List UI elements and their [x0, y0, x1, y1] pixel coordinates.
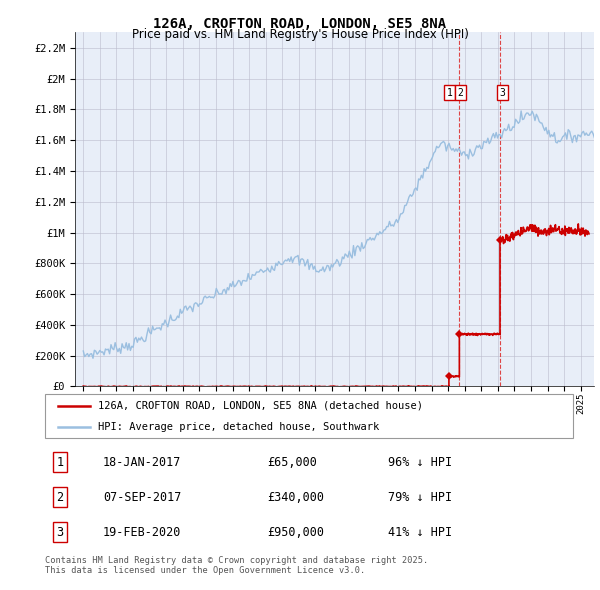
Text: 3: 3	[500, 88, 505, 97]
Text: 1: 1	[447, 88, 452, 97]
Text: 19-FEB-2020: 19-FEB-2020	[103, 526, 181, 539]
Text: 41% ↓ HPI: 41% ↓ HPI	[388, 526, 452, 539]
Text: £65,000: £65,000	[267, 455, 317, 468]
Text: 96% ↓ HPI: 96% ↓ HPI	[388, 455, 452, 468]
Text: 2: 2	[56, 490, 64, 504]
Text: 3: 3	[56, 526, 64, 539]
Text: £340,000: £340,000	[267, 490, 324, 504]
Text: Price paid vs. HM Land Registry's House Price Index (HPI): Price paid vs. HM Land Registry's House …	[131, 28, 469, 41]
Text: 07-SEP-2017: 07-SEP-2017	[103, 490, 181, 504]
Text: 79% ↓ HPI: 79% ↓ HPI	[388, 490, 452, 504]
Text: 126A, CROFTON ROAD, LONDON, SE5 8NA: 126A, CROFTON ROAD, LONDON, SE5 8NA	[154, 17, 446, 31]
Text: 18-JAN-2017: 18-JAN-2017	[103, 455, 181, 468]
Text: Contains HM Land Registry data © Crown copyright and database right 2025.
This d: Contains HM Land Registry data © Crown c…	[45, 556, 428, 575]
Text: £950,000: £950,000	[267, 526, 324, 539]
Text: HPI: Average price, detached house, Southwark: HPI: Average price, detached house, Sout…	[98, 422, 379, 432]
Text: 2: 2	[457, 88, 463, 97]
Text: 1: 1	[56, 455, 64, 468]
Text: 126A, CROFTON ROAD, LONDON, SE5 8NA (detached house): 126A, CROFTON ROAD, LONDON, SE5 8NA (det…	[98, 401, 423, 411]
